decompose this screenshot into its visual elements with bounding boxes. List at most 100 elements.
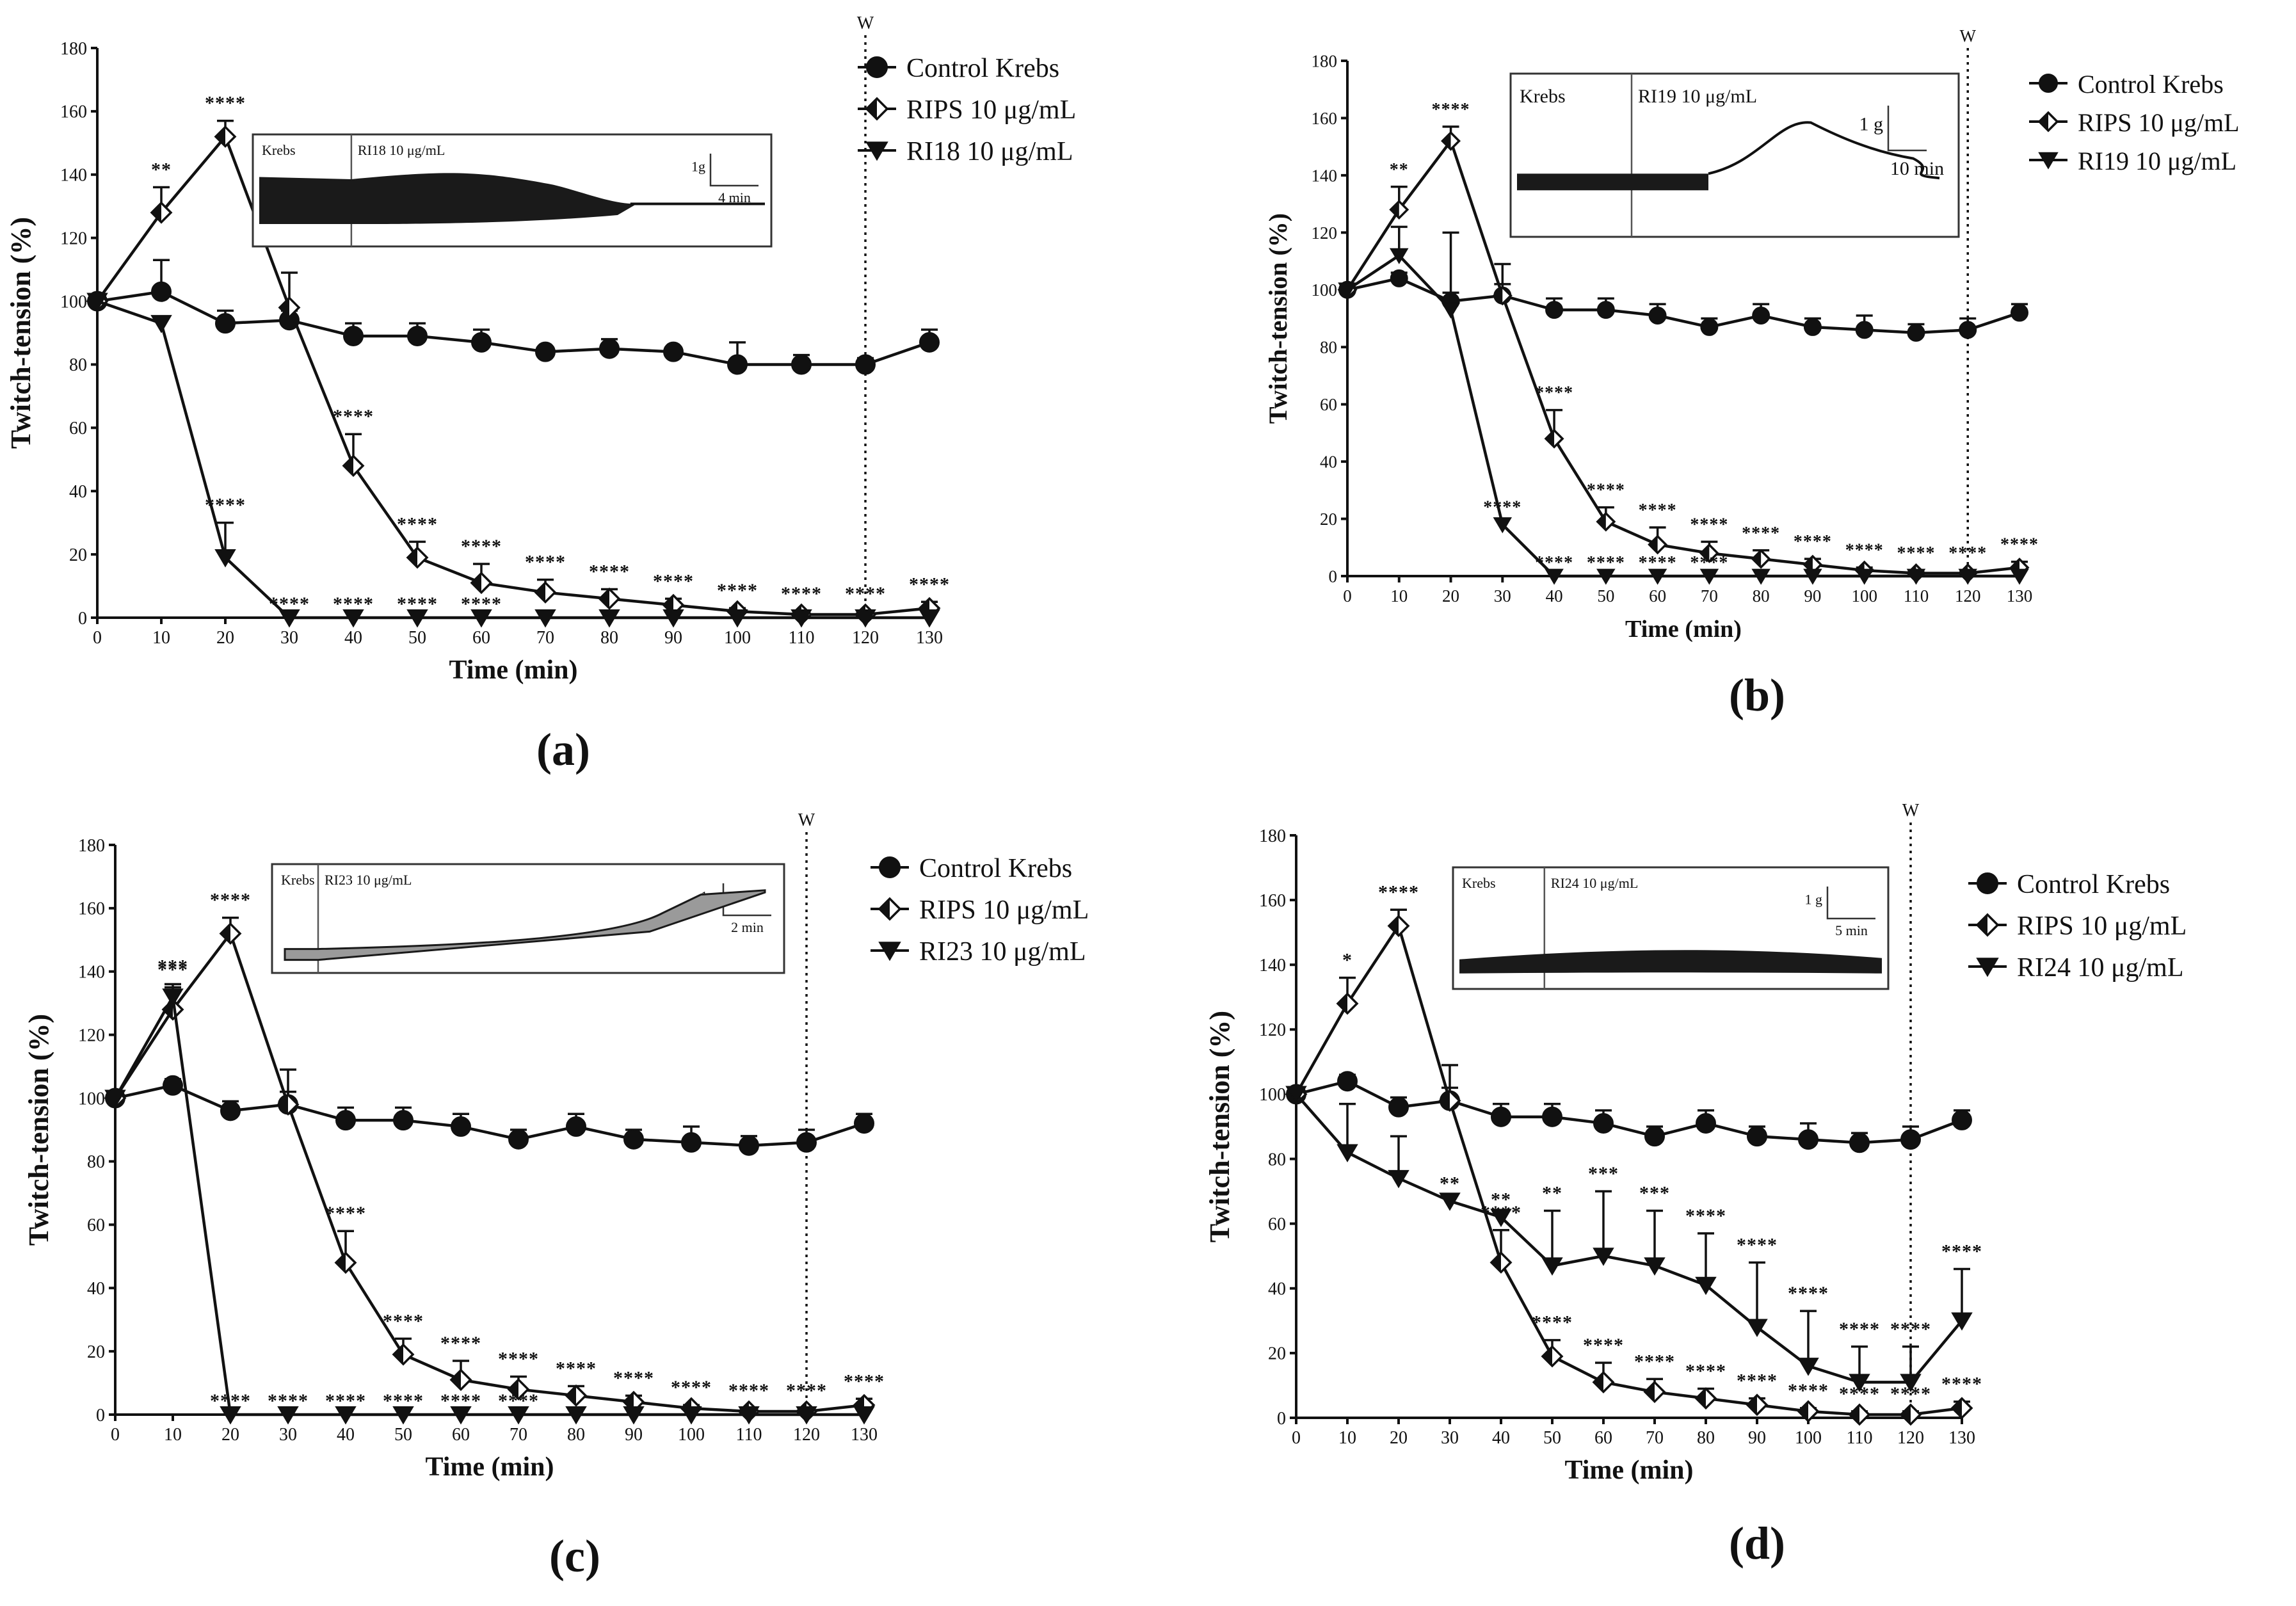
x-tick-label: 100: [1795, 1428, 1822, 1448]
x-tick-label: 130: [851, 1425, 878, 1445]
data-point: [1696, 1112, 1716, 1134]
data-point: [1899, 1403, 1922, 1426]
significance-label: ****: [781, 583, 822, 604]
y-tick-label: 40: [1320, 453, 1337, 472]
x-tick-label: 90: [1748, 1428, 1766, 1448]
significance-label: **: [1491, 1189, 1511, 1210]
inset-label-krebs: Krebs: [281, 872, 315, 888]
legend-label: Control Krebs: [906, 54, 1059, 83]
series-line: [114, 992, 864, 1417]
data-point: [1492, 285, 1513, 306]
x-tick-label: 110: [1847, 1428, 1873, 1448]
data-point: [1439, 1192, 1461, 1211]
data-point: [623, 1128, 644, 1150]
legend-marker: [2039, 74, 2058, 93]
data-point: [406, 609, 428, 628]
data-point: [1542, 1106, 1562, 1127]
legend-entry: Control Krebs: [871, 854, 1072, 883]
data-point: [1644, 1126, 1665, 1147]
data-point: [1900, 1129, 1921, 1150]
significance-label: ****: [1897, 543, 1935, 563]
significance-label: ****: [653, 570, 694, 591]
data-point: [342, 609, 364, 628]
x-tick-label: 70: [1701, 586, 1718, 606]
significance-label: ****: [556, 1358, 597, 1379]
data-point: [1648, 568, 1667, 585]
data-point: [220, 1406, 241, 1425]
data-point: [1644, 1257, 1666, 1276]
significance-label: ****: [717, 580, 758, 601]
x-tick-label: 10: [1338, 1428, 1356, 1448]
panel-label: (b): [1729, 670, 1785, 721]
x-tick-label: 70: [510, 1425, 527, 1445]
data-point: [1803, 317, 1822, 336]
data-point: [1441, 302, 1461, 319]
data-point: [335, 1406, 357, 1425]
inset-scale-x: 5 min: [1835, 922, 1868, 938]
x-tick-label: 130: [916, 628, 943, 648]
x-tick-label: 100: [1851, 586, 1877, 606]
data-point: [1751, 568, 1770, 585]
data-point: [163, 1075, 183, 1096]
y-tick-label: 60: [87, 1216, 105, 1235]
inset-label-krebs: Krebs: [1462, 875, 1496, 891]
data-point: [681, 1132, 702, 1153]
data-point: [1285, 1086, 1307, 1104]
series-line: [1346, 253, 2019, 578]
significance-label: ****: [397, 593, 438, 614]
data-point: [598, 609, 620, 628]
significance-label: ****: [1583, 1335, 1624, 1356]
data-point: [599, 338, 620, 359]
data-point: [1797, 1400, 1820, 1423]
inset-trace-tail: [1708, 121, 1940, 180]
data-point: [1491, 1106, 1511, 1127]
significance-label: ****: [844, 1370, 885, 1392]
data-point: [104, 1089, 126, 1109]
y-tick-label: 120: [78, 1025, 105, 1045]
x-tick-label: 80: [567, 1425, 585, 1445]
significance-label: **: [151, 159, 172, 181]
data-point: [1489, 1251, 1513, 1274]
data-point: [150, 315, 172, 333]
legend-marker: [865, 97, 889, 121]
significance-label: ****: [1794, 532, 1832, 552]
significance-label: ****: [909, 574, 950, 595]
data-point: [1747, 1126, 1767, 1147]
series-triangle: **** **** **** **** ****: [1338, 225, 2029, 585]
y-tick-label: 120: [1312, 223, 1338, 243]
significance-label: ****: [498, 1349, 539, 1370]
y-tick-label: 120: [60, 229, 87, 248]
x-axis-label: Time (min): [449, 655, 577, 685]
y-tick-label: 80: [87, 1152, 105, 1172]
data-point: [1643, 1381, 1666, 1404]
data-point: [1900, 1374, 1922, 1392]
data-point: [1593, 1248, 1614, 1266]
y-tick-label: 60: [1268, 1214, 1286, 1234]
significance-label: ***: [1588, 1163, 1619, 1184]
y-tick-label: 160: [78, 899, 105, 919]
legend-entry: RIPS 10 μg/mL: [871, 895, 1089, 925]
x-tick-label: 120: [1897, 1428, 1924, 1448]
y-tick-label: 140: [60, 166, 87, 186]
significance-label: ****: [845, 583, 886, 604]
panel-b: 0 20 40 60 80 100 120 140 160 180 0 10 20 30 40 50 60 70 8…: [1264, 26, 2240, 721]
error-bar: [1698, 1232, 1714, 1285]
x-tick-label: 0: [93, 628, 102, 648]
significance-label: ****: [671, 1377, 712, 1398]
legend-marker: [1976, 958, 1999, 977]
data-point: [1906, 568, 1926, 585]
data-point: [342, 454, 365, 478]
x-tick-label: 30: [1441, 1428, 1459, 1448]
significance-label: ****: [461, 593, 502, 614]
data-point: [1699, 543, 1719, 563]
x-tick-label: 0: [1292, 1428, 1301, 1448]
series-line: [96, 134, 930, 616]
significance-label: ****: [1941, 1241, 1982, 1262]
significance-label: ****: [786, 1380, 827, 1401]
x-tick-label: 130: [1948, 1428, 1975, 1448]
y-tick-label: 140: [78, 963, 105, 983]
y-tick-label: 80: [69, 355, 87, 375]
data-point: [1746, 1393, 1769, 1417]
